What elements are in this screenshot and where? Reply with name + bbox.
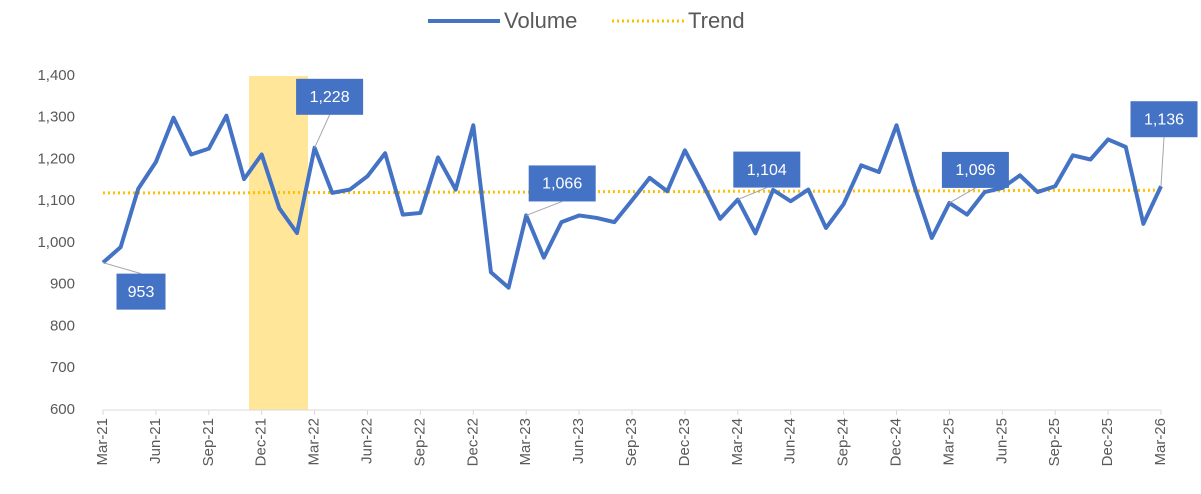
data-label: 1,096 — [955, 162, 995, 179]
x-tick-label: Dec-21 — [253, 418, 270, 466]
data-label: 1,104 — [747, 162, 787, 179]
y-tick-label: 1,000 — [37, 234, 75, 251]
x-tick-label: Jun-21 — [147, 418, 164, 464]
x-tick-label: Dec-25 — [1099, 418, 1116, 466]
x-tick-label: Jun-25 — [993, 418, 1010, 464]
y-tick-label: 1,200 — [37, 150, 75, 167]
data-label: 953 — [128, 284, 155, 301]
y-tick-label: 1,300 — [37, 109, 75, 126]
x-tick-label: Sep-24 — [835, 418, 852, 466]
x-tick-label: Dec-24 — [887, 418, 904, 466]
leader-line — [737, 187, 767, 201]
data-label-box — [941, 151, 1009, 188]
x-tick-label: Mar-21 — [94, 418, 111, 466]
data-label-box — [296, 78, 364, 115]
x-tick-label: Jun-22 — [358, 418, 375, 464]
leader-line — [949, 187, 976, 204]
x-tick-label: Sep-22 — [411, 418, 428, 466]
x-tick-label: Sep-23 — [623, 418, 640, 466]
data-label-box — [1130, 101, 1198, 138]
series-line — [101, 113, 1163, 290]
y-tick-label: 900 — [50, 276, 75, 293]
data-label: 1,228 — [310, 89, 350, 106]
x-tick-label: Mar-23 — [517, 418, 534, 466]
leader-line — [1160, 137, 1165, 187]
x-tick-label: Jun-24 — [782, 418, 799, 464]
x-tick-label: Sep-25 — [1046, 418, 1063, 466]
data-label: 1,136 — [1144, 111, 1184, 128]
x-tick-label: Sep-21 — [200, 418, 217, 466]
legend-label: Trend — [688, 8, 745, 33]
data-label-box — [116, 273, 166, 310]
x-tick-label: Dec-22 — [464, 418, 481, 466]
y-tick-label: 1,400 — [37, 67, 75, 84]
y-tick-label: 700 — [50, 359, 75, 376]
leader-line — [526, 200, 563, 216]
data-label-box — [733, 151, 801, 188]
y-tick-label: 600 — [50, 401, 75, 418]
x-tick-label: Mar-22 — [306, 418, 323, 466]
x-tick-label: Mar-24 — [729, 418, 746, 466]
leader-line — [102, 262, 142, 275]
y-tick-label: 1,100 — [37, 192, 75, 209]
x-tick-label: Mar-25 — [940, 418, 957, 466]
legend-label: Volume — [504, 8, 577, 33]
leader-line — [314, 114, 331, 149]
x-tick-label: Mar-26 — [1152, 418, 1169, 466]
y-tick-label: 800 — [50, 317, 75, 334]
x-tick-label: Dec-23 — [676, 418, 693, 466]
data-label: 1,066 — [542, 176, 582, 193]
highlight-band — [249, 76, 308, 410]
x-tick-label: Jun-23 — [570, 418, 587, 464]
data-label-box — [528, 165, 596, 202]
